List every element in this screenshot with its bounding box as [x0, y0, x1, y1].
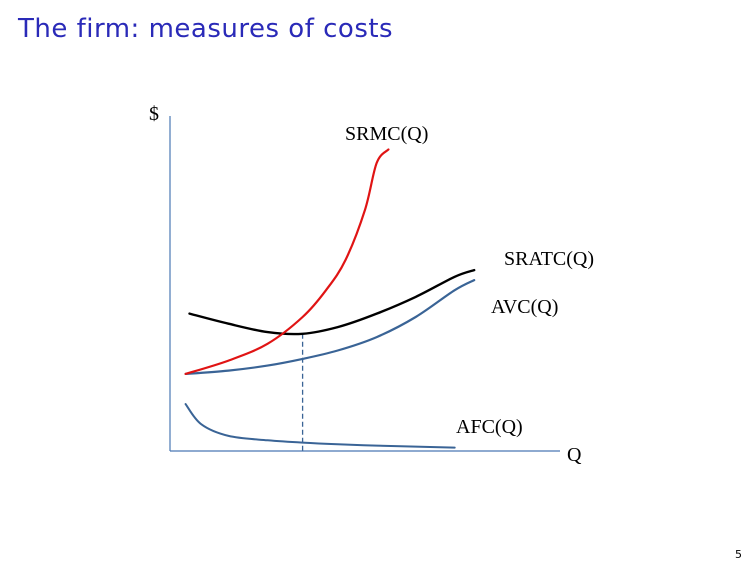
slide-title: The firm: measures of costs: [18, 14, 394, 44]
label-sratc: SRATC(Q): [504, 248, 594, 270]
curve-afc: [184, 403, 456, 449]
y-axis-label: $: [149, 103, 159, 125]
slide-number: 5: [735, 548, 742, 561]
axes: [169, 116, 560, 452]
curve-avc: [184, 279, 476, 375]
label-avc: AVC(Q): [491, 296, 558, 318]
curves: [184, 148, 476, 451]
labels: $ Q SRMC(Q) SRATC(Q) AVC(Q) AFC(Q): [149, 103, 594, 466]
label-afc: AFC(Q): [456, 416, 523, 438]
label-srmc: SRMC(Q): [345, 123, 428, 145]
curve-sratc: [188, 268, 476, 336]
curve-srmc: [184, 148, 390, 375]
x-axis-label: Q: [567, 444, 582, 466]
